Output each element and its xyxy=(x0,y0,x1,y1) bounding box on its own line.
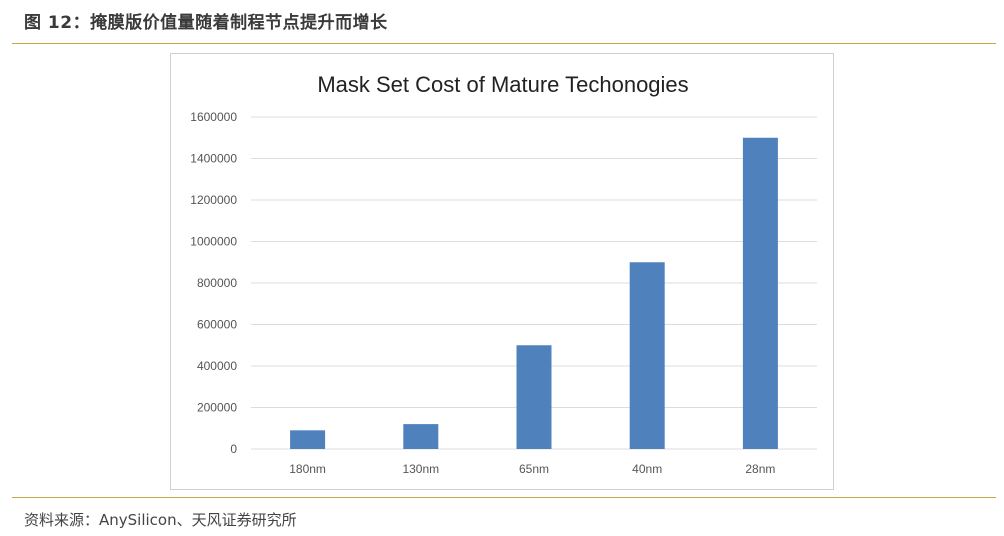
y-tick-label: 200000 xyxy=(197,401,237,415)
x-tick-label: 40nm xyxy=(632,462,662,476)
chart-title: Mask Set Cost of Mature Techonogies xyxy=(317,72,688,97)
bar-180nm xyxy=(290,430,326,449)
bars xyxy=(290,137,778,449)
x-tick-label: 180nm xyxy=(289,462,326,476)
top-divider xyxy=(12,43,996,44)
source-note: 资料来源：AnySilicon、天风证券研究所 xyxy=(24,511,297,529)
y-tick-label: 1400000 xyxy=(190,152,237,166)
figure-title: 图 12：掩膜版价值量随着制程节点提升而增长 xyxy=(24,13,388,33)
y-tick-label: 400000 xyxy=(197,359,237,373)
y-tick-label: 600000 xyxy=(197,318,237,332)
bar-130nm xyxy=(403,424,439,449)
x-axis-tick-labels: 180nm 130nm 65nm 40nm 28nm xyxy=(289,462,775,476)
x-tick-label: 65nm xyxy=(519,462,549,476)
y-tick-label: 0 xyxy=(230,442,237,456)
bar-40nm xyxy=(629,262,665,449)
chart-frame: Mask Set Cost of Mature Techonogies 0 200… xyxy=(170,53,834,490)
bar-65nm xyxy=(516,345,552,449)
x-tick-label: 28nm xyxy=(745,462,775,476)
bar-28nm xyxy=(742,137,778,449)
y-axis-tick-labels: 0 200000 400000 600000 800000 1000000 1200000 1… xyxy=(190,110,237,456)
x-tick-label: 130nm xyxy=(402,462,439,476)
y-tick-label: 800000 xyxy=(197,276,237,290)
bar-chart: Mask Set Cost of Mature Techonogies 0 200… xyxy=(190,72,817,476)
bottom-divider xyxy=(12,497,996,498)
y-tick-label: 1600000 xyxy=(190,110,237,124)
y-tick-label: 1000000 xyxy=(190,235,237,249)
gridlines xyxy=(251,116,817,450)
y-tick-label: 1200000 xyxy=(190,193,237,207)
